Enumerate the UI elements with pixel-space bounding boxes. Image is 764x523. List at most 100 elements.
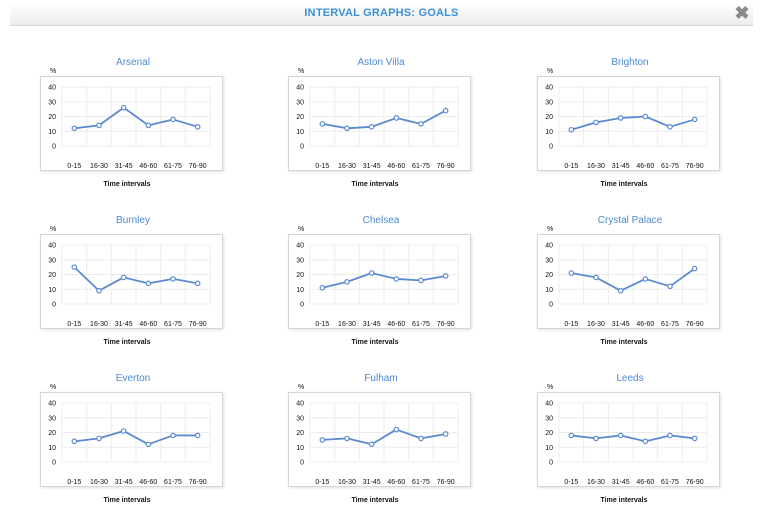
series-line bbox=[322, 272, 446, 289]
data-point[interactable] bbox=[642, 438, 649, 445]
data-point[interactable] bbox=[71, 438, 78, 445]
data-point[interactable] bbox=[120, 428, 127, 434]
x-tick-label: 46-60 bbox=[636, 163, 654, 170]
y-tick-label: 10 bbox=[296, 445, 304, 452]
y-axis-label: % bbox=[50, 384, 56, 391]
x-axis-title: Time intervals bbox=[104, 181, 151, 188]
data-point[interactable] bbox=[393, 426, 400, 433]
x-tick-label: 31-45 bbox=[363, 163, 381, 170]
series-line bbox=[74, 106, 198, 130]
data-point[interactable] bbox=[642, 276, 649, 282]
y-tick-label: 40 bbox=[545, 243, 553, 250]
data-point[interactable] bbox=[418, 121, 424, 127]
y-axis-label: % bbox=[547, 68, 553, 75]
data-point[interactable] bbox=[691, 116, 698, 123]
data-point[interactable] bbox=[442, 431, 449, 437]
data-point[interactable] bbox=[368, 124, 375, 130]
data-point[interactable] bbox=[145, 122, 152, 129]
x-tick-label: 31-45 bbox=[612, 321, 630, 328]
series-line bbox=[322, 109, 447, 130]
data-point[interactable] bbox=[344, 125, 350, 132]
data-point[interactable] bbox=[593, 435, 599, 442]
y-tick-label: 0 bbox=[549, 144, 553, 151]
x-tick-label: 0-15 bbox=[67, 321, 81, 328]
x-tick-label: 61-75 bbox=[164, 163, 182, 170]
data-point[interactable] bbox=[96, 122, 102, 129]
data-point[interactable] bbox=[120, 104, 127, 111]
line-chart: % 0 10 20 30 40 0-15 16-30 31-45 46-60 61-75 76-90 T… bbox=[296, 384, 459, 504]
data-point[interactable] bbox=[120, 274, 127, 281]
data-point[interactable] bbox=[442, 107, 449, 114]
x-tick-label: 16-30 bbox=[587, 321, 605, 328]
data-point[interactable] bbox=[642, 113, 649, 120]
line-chart: % 0 10 20 30 40 0-15 16-30 31-45 46-60 61-75 76-90 T… bbox=[48, 384, 211, 504]
data-point[interactable] bbox=[194, 280, 201, 287]
data-point[interactable] bbox=[691, 265, 698, 272]
data-point[interactable] bbox=[442, 273, 449, 279]
y-tick-label: 10 bbox=[296, 129, 304, 136]
chart-title: Crystal Palace bbox=[597, 215, 663, 226]
data-point[interactable] bbox=[593, 274, 599, 281]
data-point[interactable] bbox=[194, 432, 201, 439]
data-point[interactable] bbox=[368, 270, 375, 276]
data-point[interactable] bbox=[368, 441, 375, 448]
data-point[interactable] bbox=[393, 115, 400, 121]
data-point[interactable] bbox=[170, 276, 176, 282]
x-tick-label: 16-30 bbox=[338, 479, 356, 486]
data-point[interactable] bbox=[96, 287, 102, 294]
data-point[interactable] bbox=[194, 124, 201, 130]
data-point[interactable] bbox=[170, 116, 176, 123]
line-chart: % 0 10 20 30 40 0-15 16-30 31-45 46-60 61-75 76-90 T… bbox=[296, 226, 459, 346]
data-point[interactable] bbox=[319, 284, 326, 291]
data-point[interactable] bbox=[617, 115, 624, 121]
data-point[interactable] bbox=[344, 279, 350, 285]
series-line bbox=[73, 266, 198, 292]
x-tick-label: 31-45 bbox=[363, 479, 381, 486]
data-point[interactable] bbox=[71, 125, 78, 132]
y-tick-label: 20 bbox=[545, 272, 553, 279]
y-tick-label: 0 bbox=[52, 302, 56, 309]
y-tick-label: 30 bbox=[296, 415, 304, 422]
y-tick-label: 40 bbox=[296, 85, 304, 92]
data-point[interactable] bbox=[418, 435, 424, 442]
x-tick-label: 76-90 bbox=[437, 479, 455, 486]
data-point[interactable] bbox=[568, 126, 575, 133]
data-point[interactable] bbox=[568, 270, 575, 276]
data-point[interactable] bbox=[96, 435, 102, 442]
data-point[interactable] bbox=[667, 124, 673, 130]
data-point[interactable] bbox=[319, 437, 326, 443]
chart-title: Leeds bbox=[616, 373, 644, 384]
data-point[interactable] bbox=[617, 432, 624, 439]
data-point[interactable] bbox=[593, 119, 599, 126]
data-point[interactable] bbox=[667, 283, 673, 290]
x-tick-label: 16-30 bbox=[338, 321, 356, 328]
data-point[interactable] bbox=[568, 432, 575, 439]
x-tick-label: 76-90 bbox=[437, 321, 455, 328]
data-point[interactable] bbox=[145, 441, 152, 448]
series-line bbox=[74, 430, 198, 446]
y-tick-label: 30 bbox=[545, 415, 553, 422]
close-icon[interactable]: ✖ bbox=[734, 3, 750, 23]
x-tick-label: 76-90 bbox=[189, 321, 207, 328]
data-point[interactable] bbox=[393, 276, 400, 282]
plot-frame bbox=[537, 392, 720, 487]
data-point[interactable] bbox=[145, 280, 152, 287]
x-tick-label: 31-45 bbox=[612, 479, 630, 486]
x-tick-label: 16-30 bbox=[90, 321, 108, 328]
data-point[interactable] bbox=[691, 435, 698, 442]
data-point[interactable] bbox=[344, 435, 350, 442]
plot-frame bbox=[537, 234, 720, 329]
data-point[interactable] bbox=[418, 277, 424, 284]
data-point[interactable] bbox=[170, 432, 176, 439]
x-tick-label: 0-15 bbox=[315, 163, 329, 170]
data-point[interactable] bbox=[617, 287, 624, 294]
x-tick-label: 0-15 bbox=[67, 479, 81, 486]
y-axis-label: % bbox=[298, 384, 304, 391]
x-axis-title: Time intervals bbox=[352, 497, 399, 504]
data-point[interactable] bbox=[319, 121, 326, 127]
y-tick-label: 40 bbox=[296, 243, 304, 250]
chart-panel: Brighton% 0 10 20 30 40 0-15 16-30 31-45 46-60 61-… bbox=[537, 57, 727, 207]
data-point[interactable] bbox=[667, 432, 673, 439]
y-tick-label: 10 bbox=[545, 445, 553, 452]
data-point[interactable] bbox=[71, 264, 78, 270]
